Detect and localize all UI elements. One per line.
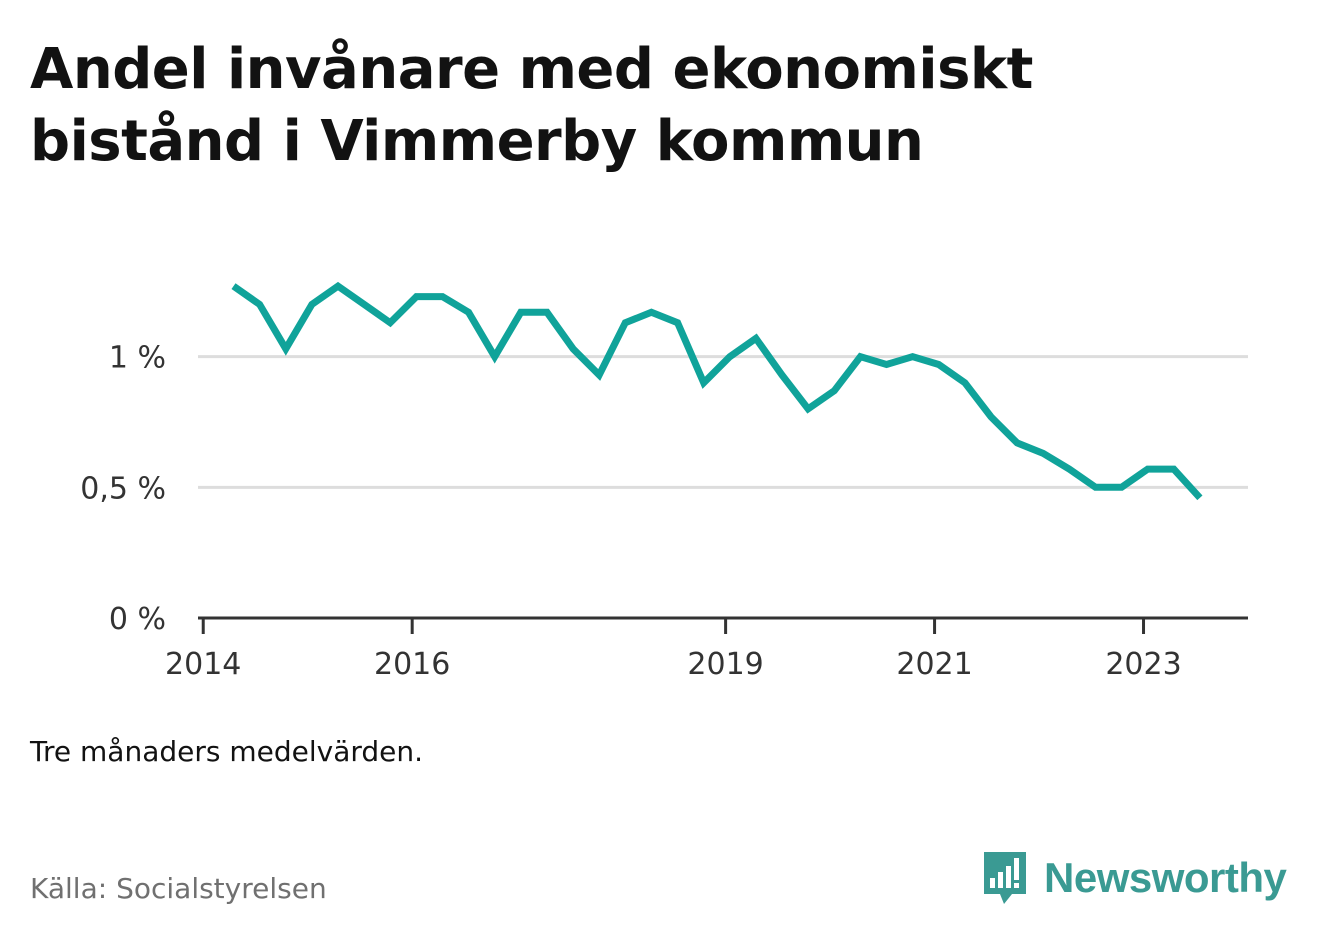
gridlines xyxy=(198,355,1248,489)
x-tick-label: 2014 xyxy=(165,647,241,682)
y-tick-label: 0,5 % xyxy=(80,471,166,506)
y-tick-label: 1 % xyxy=(109,341,166,376)
x-tick-label: 2021 xyxy=(896,647,972,682)
x-tick-label: 2023 xyxy=(1105,647,1181,682)
x-tick-label: 2019 xyxy=(687,647,763,682)
series-group xyxy=(231,281,1203,501)
y-axis-ticks: 0 % 0,5 % 1 % xyxy=(80,341,166,637)
source-credit: Källa: Socialstyrelsen xyxy=(30,872,327,905)
x-tick-label: 2016 xyxy=(374,647,450,682)
line-chart: 0 % 0,5 % 1 % 2014 2016 2019 2021 2023 xyxy=(80,281,1248,682)
series-line xyxy=(231,281,1203,501)
y-tick-label: 0 % xyxy=(109,602,166,637)
x-axis: 2014 2016 2019 2021 2023 xyxy=(165,616,1248,682)
brand-name: Newsworthy xyxy=(1044,854,1287,901)
chart-title: Andel invånare med ekonomiskt bistånd i … xyxy=(30,37,1033,174)
newsworthy-logo-icon xyxy=(984,852,1026,904)
chart-note: Tre månaders medelvärden. xyxy=(30,735,424,768)
newsworthy-logo: Newsworthy xyxy=(980,848,1287,908)
